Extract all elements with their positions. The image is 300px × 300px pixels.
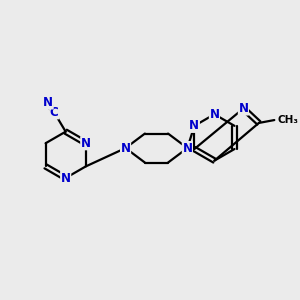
- Text: N: N: [209, 108, 219, 121]
- Text: N: N: [238, 102, 248, 115]
- Text: N: N: [61, 172, 71, 184]
- Text: N: N: [121, 142, 130, 154]
- Text: N: N: [43, 96, 53, 109]
- Text: N: N: [189, 119, 199, 132]
- Text: N: N: [81, 137, 91, 150]
- Text: CH₃: CH₃: [277, 115, 298, 125]
- Text: N: N: [182, 142, 192, 154]
- Text: C: C: [50, 106, 58, 119]
